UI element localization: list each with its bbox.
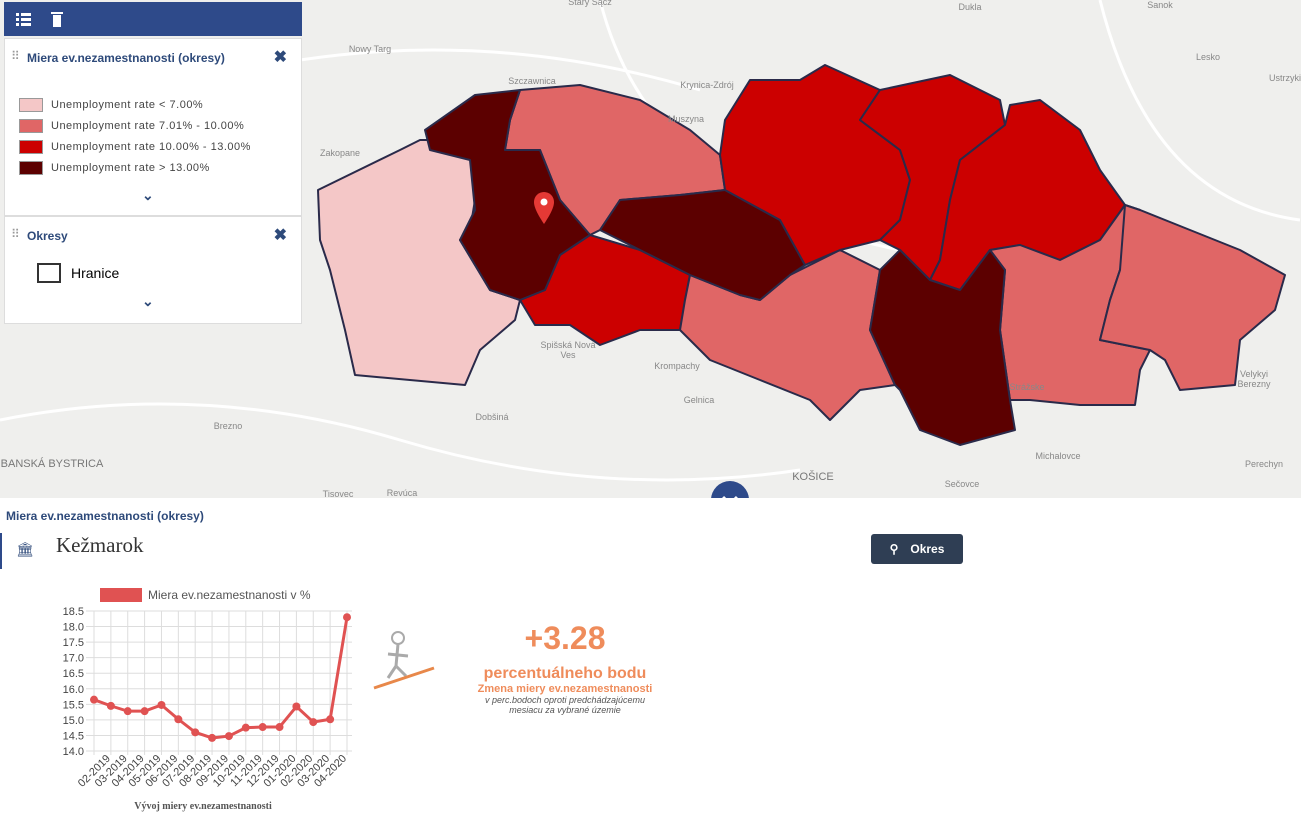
kpi-note: mesiacu za vybrané územie	[509, 705, 621, 715]
map-label: Tisovec	[323, 489, 354, 498]
point	[275, 723, 284, 732]
point	[258, 723, 267, 732]
map-label: Perechyn	[1245, 459, 1283, 469]
y-tick-label: 16.0	[63, 684, 84, 696]
map-label: Nowy Targ	[349, 44, 391, 54]
layer-label: Hranice	[71, 265, 120, 281]
map-label: Gelnica	[684, 395, 715, 405]
point	[343, 613, 351, 622]
kpi: +3.28 percentuálneho bodu Zmena miery ev…	[465, 620, 665, 715]
y-tick-label: 18.0	[63, 622, 84, 634]
okresy-panel: ⠿ Okresy ✖ Hranice ⌄	[4, 216, 302, 324]
district-name: Kežmarok	[56, 533, 144, 557]
expand[interactable]: ⌄	[142, 187, 154, 203]
close[interactable]: ✖	[273, 49, 287, 66]
legend-label: Miera ev.nezamestnanosti v %	[148, 588, 311, 602]
map-label: Brezno	[214, 421, 243, 431]
map-label: Szczawnica	[508, 76, 556, 86]
map-label: Ustrzyki	[1269, 73, 1301, 83]
legend-swatch	[100, 588, 142, 602]
map-label: Zakopane	[320, 148, 360, 158]
legend-swatch	[19, 98, 43, 112]
map-label: Krynica-Zdrój	[680, 80, 734, 90]
okresy-title: Okresy	[27, 229, 68, 243]
map-label: Strážske	[1009, 382, 1044, 392]
kpi-value: +3.28	[524, 620, 606, 656]
point	[140, 707, 149, 716]
legend-item: Unemployment rate > 13.00%	[19, 161, 210, 175]
map-label: BANSKÁ BYSTRICA	[1, 457, 104, 470]
toolbar	[4, 2, 302, 36]
map-label: KOŠICE	[792, 470, 834, 483]
map: Stary Sącz Dukla Sanok Nowy Targ Lesko Szczaw…	[0, 0, 1301, 498]
y-tick-label: 14.5	[63, 730, 84, 742]
map-label: Berezny	[1237, 379, 1271, 389]
legend-label: Unemployment rate 7.01% - 10.00%	[51, 120, 245, 132]
point	[292, 702, 301, 711]
x-axis-title: Vývoj miery ev.nezamestnanosti	[134, 801, 272, 812]
map-label: Spišská Nová	[540, 340, 595, 350]
point	[224, 732, 233, 741]
expand[interactable]: ⌄	[142, 293, 154, 309]
kpi-caption: Zmena miery ev.nezamestnanosti	[477, 683, 653, 695]
legend-panel: ⠿ Miera ev.nezamestnanosti (okresy) ✖ Unem…	[4, 38, 302, 216]
legend-swatch	[19, 161, 43, 175]
point	[326, 715, 335, 724]
map-label: Muszyna	[668, 114, 704, 124]
kpi-unit: percentuálneho bodu	[483, 665, 647, 682]
button-label: Okres	[910, 542, 945, 556]
map-label: Sanok	[1147, 0, 1173, 10]
map-label: Michalovce	[1035, 451, 1080, 461]
layer-item[interactable]: Hranice	[37, 263, 119, 283]
chart: Miera ev.nezamestnanosti v % 14.0 14.5 15.0…	[63, 588, 352, 812]
point	[90, 695, 98, 704]
legend-label: Unemployment rate < 7.00%	[51, 99, 204, 111]
line	[93, 616, 349, 740]
legend-item: Unemployment rate 10.00% - 13.00%	[19, 140, 251, 154]
close[interactable]: ✖	[273, 227, 287, 244]
toolbar-icons[interactable]	[4, 2, 64, 36]
map-label: Velykyi	[1240, 369, 1268, 379]
section-title: Miera ev.nezamestnanosti (okresy)	[6, 509, 204, 523]
kpi-icon	[373, 631, 435, 690]
district-icon: 🏛	[16, 541, 34, 557]
point	[123, 707, 132, 716]
legend-swatch	[19, 119, 43, 133]
map-label: Dukla	[958, 2, 981, 12]
y-tick-label: 15.5	[63, 699, 84, 711]
legend-title: Miera ev.nezamestnanosti (okresy)	[27, 51, 225, 65]
map-label: Lesko	[1196, 52, 1220, 62]
point	[106, 701, 115, 710]
y-tick-label: 17.0	[63, 653, 84, 665]
point	[241, 723, 250, 732]
legend-item: Unemployment rate 7.01% - 10.00%	[19, 119, 244, 133]
y-tick-label: 14.0	[63, 746, 84, 758]
legend-item: Unemployment rate < 7.00%	[19, 98, 203, 112]
map-label: Krompachy	[654, 361, 700, 371]
point	[208, 733, 217, 742]
kpi-note: v perc.bodoch oproti predchádzajúcemu	[484, 695, 646, 705]
legend-swatch	[19, 140, 43, 154]
point	[174, 715, 183, 724]
okres-button[interactable]: ⚲ Okres	[871, 534, 963, 564]
map-label: Revúca	[387, 488, 418, 498]
point	[191, 728, 200, 737]
point	[157, 700, 166, 709]
y-tick-label: 17.5	[63, 637, 84, 649]
legend-label: Unemployment rate > 13.00%	[51, 162, 210, 174]
legend-label: Unemployment rate 10.00% - 13.00%	[51, 141, 251, 153]
map-label: Dobšiná	[475, 412, 508, 422]
point	[309, 718, 318, 727]
y-tick-label: 15.0	[63, 715, 84, 727]
map-label: Sečovce	[945, 479, 980, 489]
map-label: Stary Sącz	[568, 0, 612, 7]
y-tick-label: 18.5	[63, 606, 84, 618]
map-label: Ves	[560, 350, 576, 360]
y-tick-label: 16.5	[63, 668, 84, 680]
accent	[0, 533, 2, 569]
